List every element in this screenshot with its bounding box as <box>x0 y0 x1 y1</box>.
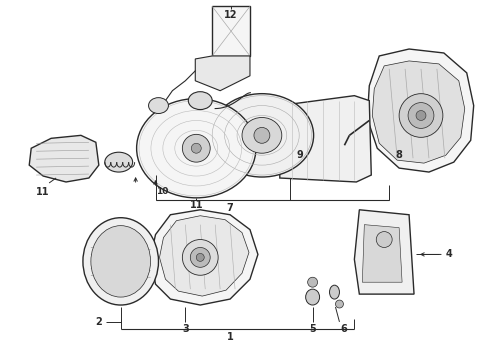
Text: 8: 8 <box>396 150 403 160</box>
Text: 7: 7 <box>227 203 233 213</box>
Polygon shape <box>280 96 371 182</box>
Polygon shape <box>372 61 465 163</box>
Ellipse shape <box>188 92 212 109</box>
Text: 4: 4 <box>445 249 452 260</box>
Polygon shape <box>159 216 249 296</box>
Ellipse shape <box>182 239 218 275</box>
Bar <box>212 6 250 56</box>
Text: 11: 11 <box>36 187 50 197</box>
Text: 11: 11 <box>190 200 203 210</box>
Ellipse shape <box>105 152 133 172</box>
Text: 10: 10 <box>156 188 169 197</box>
Polygon shape <box>368 49 474 172</box>
Polygon shape <box>196 56 250 91</box>
Ellipse shape <box>91 226 150 297</box>
Ellipse shape <box>242 117 282 153</box>
Text: 12: 12 <box>224 10 238 20</box>
Ellipse shape <box>137 99 256 198</box>
Ellipse shape <box>416 111 426 121</box>
Polygon shape <box>354 210 414 294</box>
Text: 2: 2 <box>96 317 102 327</box>
Text: 5: 5 <box>309 324 316 334</box>
Ellipse shape <box>182 134 210 162</box>
Ellipse shape <box>196 253 204 261</box>
Ellipse shape <box>190 247 210 267</box>
Text: 9: 9 <box>296 150 303 160</box>
Ellipse shape <box>254 127 270 143</box>
Polygon shape <box>29 135 99 182</box>
Polygon shape <box>150 210 258 305</box>
Text: 3: 3 <box>182 324 189 334</box>
Text: 1: 1 <box>227 332 233 342</box>
Text: 6: 6 <box>340 324 347 334</box>
Ellipse shape <box>399 94 443 137</box>
Ellipse shape <box>306 289 319 305</box>
Ellipse shape <box>191 143 201 153</box>
Ellipse shape <box>376 231 392 247</box>
Ellipse shape <box>336 300 343 308</box>
Ellipse shape <box>329 285 340 299</box>
Ellipse shape <box>148 98 169 113</box>
Ellipse shape <box>83 218 158 305</box>
Ellipse shape <box>308 277 318 287</box>
Ellipse shape <box>210 94 314 177</box>
Polygon shape <box>362 225 402 282</box>
Ellipse shape <box>408 103 434 129</box>
